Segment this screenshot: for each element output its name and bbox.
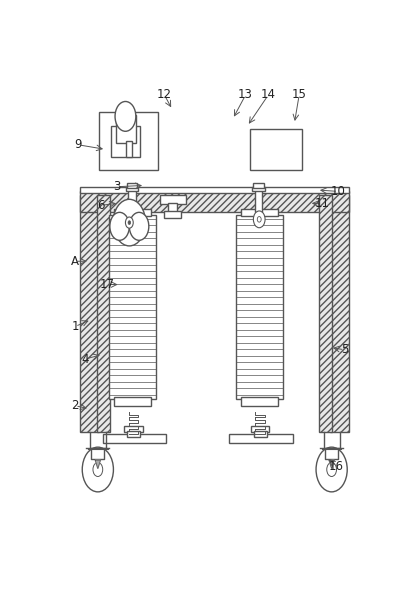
Bar <box>127 141 132 157</box>
Text: 12: 12 <box>157 88 172 102</box>
Bar <box>111 126 140 157</box>
Bar <box>80 195 99 432</box>
Circle shape <box>128 221 131 224</box>
Circle shape <box>129 212 149 240</box>
Text: 17: 17 <box>100 278 115 291</box>
Bar <box>109 215 156 399</box>
Text: 6: 6 <box>97 199 105 212</box>
Circle shape <box>115 102 136 131</box>
Circle shape <box>82 447 114 492</box>
Polygon shape <box>95 460 101 468</box>
Bar <box>319 195 332 432</box>
Text: 15: 15 <box>292 88 307 102</box>
Bar <box>99 112 158 171</box>
Bar <box>127 183 137 188</box>
Bar <box>251 129 303 171</box>
Bar <box>80 187 349 193</box>
Text: 16: 16 <box>329 460 344 473</box>
Text: 9: 9 <box>75 139 82 151</box>
Circle shape <box>253 211 265 227</box>
Text: A: A <box>71 255 79 268</box>
Text: 2: 2 <box>71 399 79 412</box>
Bar <box>241 397 278 406</box>
Bar <box>253 183 264 188</box>
Bar <box>255 190 262 212</box>
Text: 1: 1 <box>71 320 79 333</box>
Bar <box>80 191 349 212</box>
Text: 5: 5 <box>341 343 348 356</box>
Circle shape <box>316 447 347 492</box>
Circle shape <box>125 217 133 228</box>
Text: 13: 13 <box>238 88 253 102</box>
Text: 14: 14 <box>261 88 276 102</box>
Bar <box>114 209 151 215</box>
Bar <box>254 431 267 437</box>
Circle shape <box>113 199 145 246</box>
Bar <box>241 209 278 215</box>
Circle shape <box>327 462 336 477</box>
Text: 4: 4 <box>81 353 88 365</box>
Bar <box>168 203 177 212</box>
Bar <box>103 434 166 443</box>
Circle shape <box>257 217 261 222</box>
Text: 11: 11 <box>314 197 329 211</box>
Bar <box>164 211 181 218</box>
Bar <box>128 190 136 212</box>
Bar <box>160 195 186 204</box>
Bar <box>127 431 140 437</box>
Bar <box>116 116 136 143</box>
Text: 3: 3 <box>114 180 121 193</box>
Bar <box>126 187 138 191</box>
Bar <box>330 195 349 432</box>
Bar <box>252 187 265 191</box>
Bar <box>114 397 151 406</box>
Polygon shape <box>329 460 334 468</box>
Bar <box>97 195 110 432</box>
Text: 10: 10 <box>331 185 346 198</box>
Bar <box>251 426 269 432</box>
Circle shape <box>110 212 129 240</box>
Bar <box>124 426 142 432</box>
Bar <box>229 434 292 443</box>
Circle shape <box>93 462 103 477</box>
Bar <box>236 215 283 399</box>
